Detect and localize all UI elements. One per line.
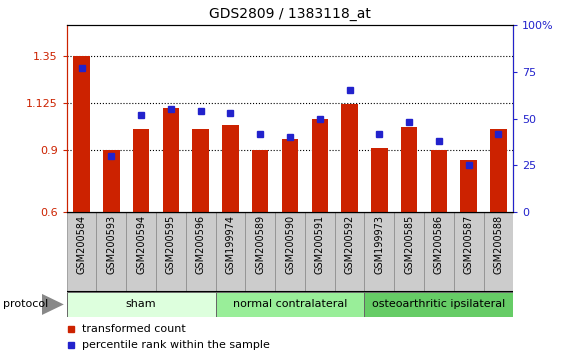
Title: GDS2809 / 1383118_at: GDS2809 / 1383118_at <box>209 7 371 21</box>
Polygon shape <box>42 294 64 315</box>
Bar <box>193 129 209 212</box>
Bar <box>67 212 96 292</box>
Bar <box>490 129 506 212</box>
Text: GSM200591: GSM200591 <box>315 215 325 274</box>
Bar <box>401 127 417 212</box>
Bar <box>67 292 216 317</box>
Bar <box>163 108 179 212</box>
Text: GSM200594: GSM200594 <box>136 215 146 274</box>
Text: GSM200595: GSM200595 <box>166 215 176 274</box>
Bar <box>133 129 149 212</box>
Text: GSM200588: GSM200588 <box>494 215 503 274</box>
Bar <box>342 104 358 212</box>
Bar <box>394 212 424 292</box>
Bar <box>305 212 335 292</box>
Bar <box>222 125 238 212</box>
Text: sham: sham <box>126 299 157 309</box>
Text: GSM200592: GSM200592 <box>345 215 354 274</box>
Bar <box>364 212 394 292</box>
Text: GSM200584: GSM200584 <box>77 215 86 274</box>
Text: normal contralateral: normal contralateral <box>233 299 347 309</box>
Bar <box>186 212 216 292</box>
Bar <box>156 212 186 292</box>
Bar <box>126 212 156 292</box>
Bar <box>252 150 269 212</box>
Bar <box>335 212 364 292</box>
Bar <box>96 212 126 292</box>
Text: GSM200586: GSM200586 <box>434 215 444 274</box>
Text: GSM200585: GSM200585 <box>404 215 414 274</box>
Bar <box>103 150 119 212</box>
Bar <box>371 148 387 212</box>
Text: GSM199973: GSM199973 <box>374 215 385 274</box>
Bar <box>454 212 484 292</box>
Bar <box>431 150 447 212</box>
Text: percentile rank within the sample: percentile rank within the sample <box>82 340 270 350</box>
Text: osteoarthritic ipsilateral: osteoarthritic ipsilateral <box>372 299 506 309</box>
Bar <box>275 212 305 292</box>
Bar <box>364 292 513 317</box>
Bar <box>245 212 275 292</box>
Text: transformed count: transformed count <box>82 324 186 334</box>
Bar <box>216 212 245 292</box>
Text: GSM200587: GSM200587 <box>463 215 474 274</box>
Bar <box>424 212 454 292</box>
Text: GSM199974: GSM199974 <box>226 215 235 274</box>
Text: GSM200593: GSM200593 <box>106 215 117 274</box>
Bar <box>484 212 513 292</box>
Text: protocol: protocol <box>3 299 48 309</box>
Text: GSM200596: GSM200596 <box>195 215 206 274</box>
Bar <box>311 119 328 212</box>
Bar <box>74 56 90 212</box>
Text: GSM200590: GSM200590 <box>285 215 295 274</box>
Bar <box>461 160 477 212</box>
Bar <box>282 139 298 212</box>
Text: GSM200589: GSM200589 <box>255 215 265 274</box>
Bar <box>216 292 364 317</box>
